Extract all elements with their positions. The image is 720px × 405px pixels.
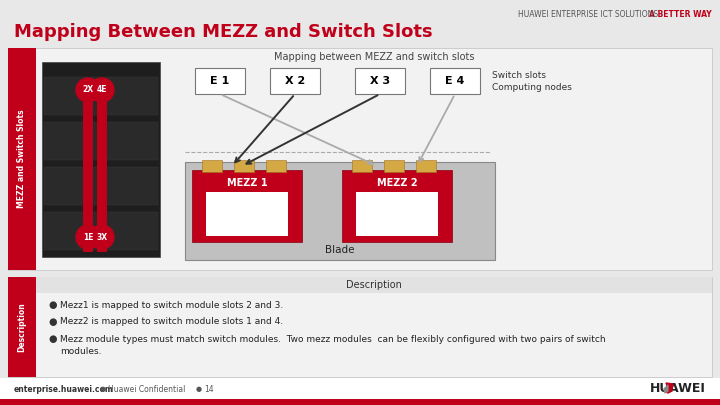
Text: MEZZ 1: MEZZ 1 <box>227 178 267 188</box>
Text: 14: 14 <box>204 384 214 394</box>
Text: MEZZ 2: MEZZ 2 <box>377 178 418 188</box>
Text: ●: ● <box>100 386 106 392</box>
Text: enterprise.huawei.com: enterprise.huawei.com <box>14 384 114 394</box>
Bar <box>234 160 254 172</box>
Bar <box>352 160 372 172</box>
Text: Mapping between MEZZ and switch slots: Mapping between MEZZ and switch slots <box>274 52 474 62</box>
Bar <box>416 160 436 172</box>
Circle shape <box>76 78 100 102</box>
Text: ●: ● <box>196 386 202 392</box>
Bar <box>83 97 93 252</box>
Text: A BETTER WAY: A BETTER WAY <box>649 10 712 19</box>
Text: X 3: X 3 <box>370 76 390 86</box>
Bar <box>355 68 405 94</box>
Text: ●: ● <box>48 317 56 327</box>
Bar <box>36 277 712 293</box>
Bar <box>430 68 480 94</box>
Text: Computing nodes: Computing nodes <box>492 83 572 92</box>
Bar <box>202 160 222 172</box>
Bar <box>44 167 158 205</box>
Text: ●: ● <box>48 334 56 344</box>
Text: E 4: E 4 <box>445 76 464 86</box>
Circle shape <box>90 225 114 249</box>
Bar <box>342 170 452 242</box>
Text: HUAWEI ENTERPRISE ICT SOLUTIONS: HUAWEI ENTERPRISE ICT SOLUTIONS <box>518 10 660 19</box>
Polygon shape <box>664 385 668 393</box>
Bar <box>42 62 160 257</box>
Text: MEZZ and Switch Slots: MEZZ and Switch Slots <box>17 110 27 208</box>
Text: Blade: Blade <box>325 245 355 255</box>
Text: Mezz1 is mapped to switch module slots 2 and 3.: Mezz1 is mapped to switch module slots 2… <box>60 301 283 309</box>
Bar <box>8 277 712 377</box>
Bar <box>97 97 107 252</box>
Polygon shape <box>664 386 672 393</box>
Bar <box>192 170 302 242</box>
Text: Mezz module types must match switch modules.  Two mezz modules  can be flexibly : Mezz module types must match switch modu… <box>60 335 606 343</box>
Circle shape <box>76 225 100 249</box>
Text: modules.: modules. <box>60 347 102 356</box>
Bar <box>44 212 158 250</box>
Bar <box>195 68 245 94</box>
Text: Huawei Confidential: Huawei Confidential <box>108 384 185 394</box>
Bar <box>185 162 495 260</box>
Circle shape <box>90 78 114 102</box>
Text: Mezz2 is mapped to switch module slots 1 and 4.: Mezz2 is mapped to switch module slots 1… <box>60 318 283 326</box>
Text: HUAWEI: HUAWEI <box>650 382 706 396</box>
Text: Mapping Between MEZZ and Switch Slots: Mapping Between MEZZ and Switch Slots <box>14 23 433 41</box>
Text: X 2: X 2 <box>285 76 305 86</box>
Text: 1E: 1E <box>83 232 94 241</box>
Text: ●: ● <box>48 300 56 310</box>
Bar <box>8 277 36 377</box>
Bar <box>0 399 720 405</box>
Bar <box>44 77 158 115</box>
Polygon shape <box>666 383 673 389</box>
Text: Description: Description <box>17 302 27 352</box>
Bar <box>8 48 712 270</box>
Bar <box>0 378 720 400</box>
Text: 3X: 3X <box>96 232 107 241</box>
Text: E 1: E 1 <box>210 76 230 86</box>
Text: 4E: 4E <box>96 85 107 94</box>
Text: Switch slots: Switch slots <box>492 72 546 81</box>
Text: Description: Description <box>346 280 402 290</box>
Text: 2X: 2X <box>82 85 94 94</box>
Bar <box>266 160 286 172</box>
Bar <box>270 68 320 94</box>
Bar <box>384 160 404 172</box>
Bar <box>44 122 158 160</box>
Bar <box>206 192 288 236</box>
Bar <box>8 48 36 270</box>
Bar <box>356 192 438 236</box>
